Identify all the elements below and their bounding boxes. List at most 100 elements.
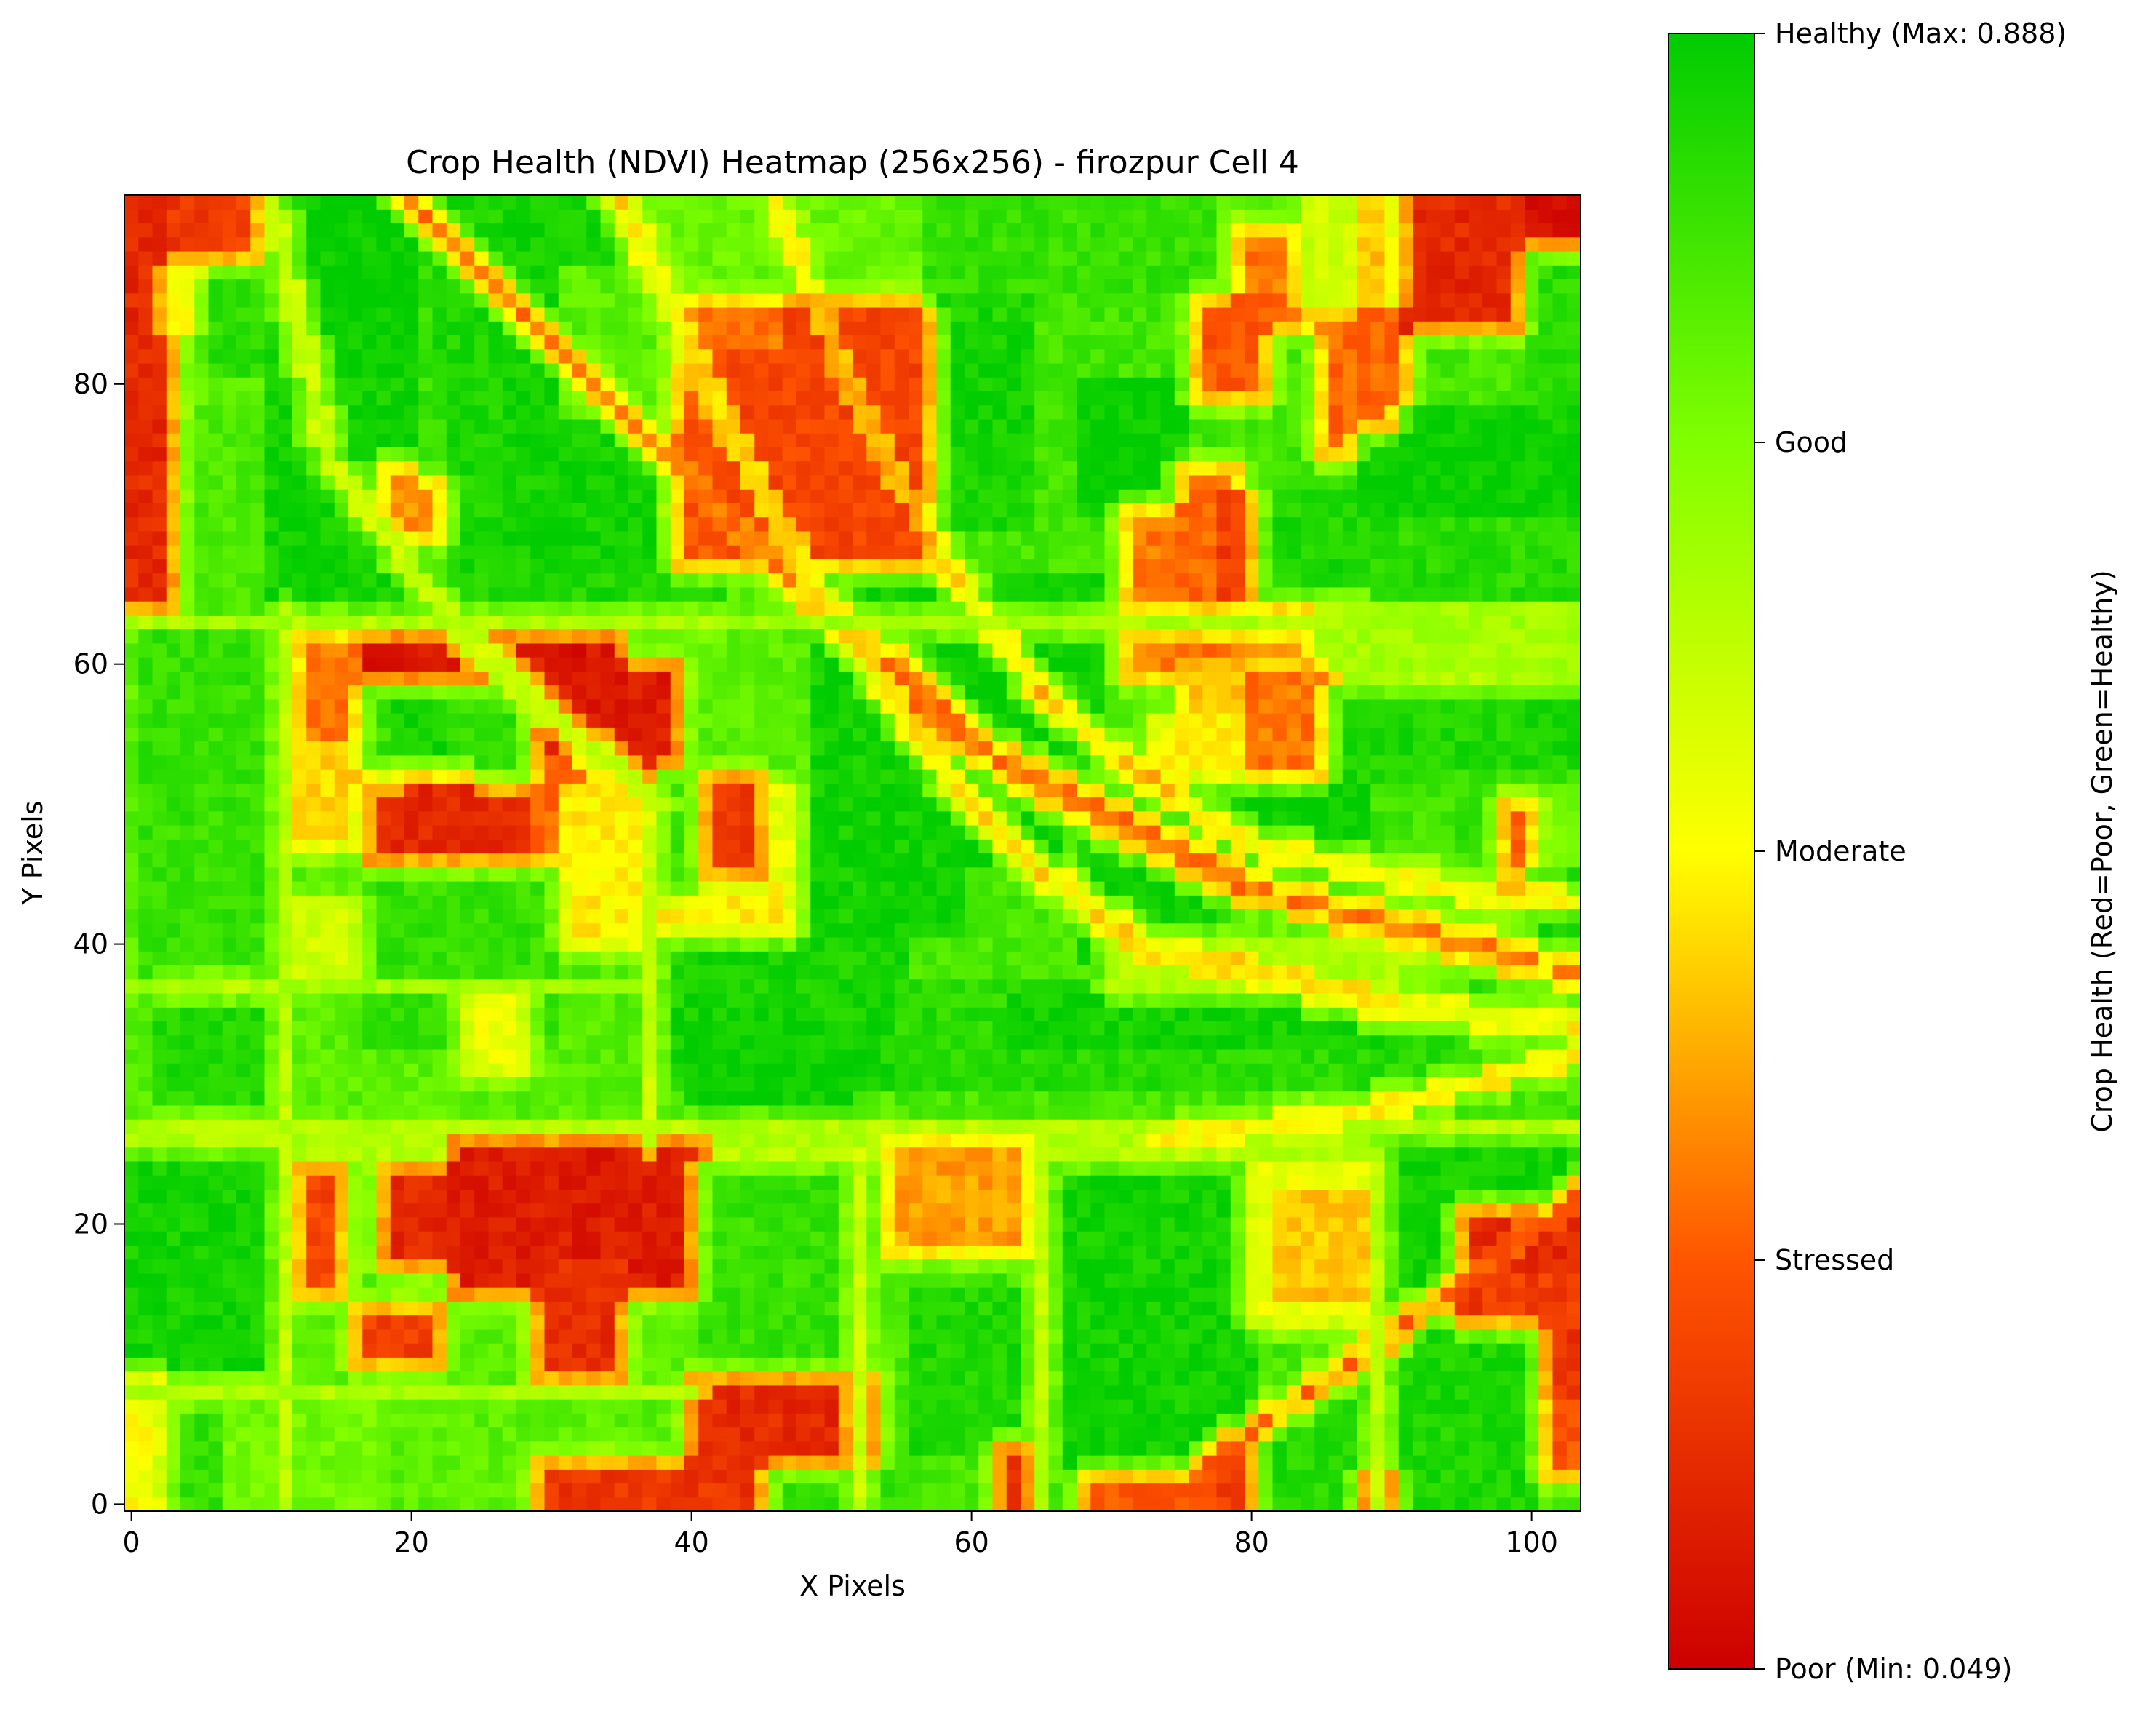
- heatmap-cell: [334, 1119, 349, 1134]
- heatmap-cell: [614, 965, 629, 980]
- heatmap-cell: [1189, 1483, 1203, 1498]
- heatmap-cell: [740, 895, 755, 910]
- heatmap-cell: [320, 1021, 335, 1036]
- heatmap-cell: [194, 923, 209, 938]
- heatmap-cell: [488, 1160, 503, 1176]
- heatmap-cell: [1189, 853, 1203, 868]
- heatmap-cell: [754, 1160, 770, 1176]
- heatmap-cell: [1202, 1483, 1218, 1498]
- heatmap-cell: [754, 1175, 770, 1190]
- heatmap-cell: [1160, 1287, 1175, 1302]
- heatmap-cell: [1384, 1203, 1400, 1218]
- heatmap-cell: [838, 1104, 853, 1120]
- heatmap-cell: [208, 1091, 223, 1106]
- heatmap-cell: [418, 1343, 434, 1358]
- heatmap-cell: [712, 1175, 727, 1190]
- heatmap-cell: [1469, 1343, 1483, 1358]
- heatmap-cell: [1245, 923, 1259, 938]
- heatmap-cell: [712, 1063, 727, 1078]
- heatmap-cell: [376, 895, 391, 910]
- heatmap-cell: [488, 1147, 503, 1162]
- heatmap-cell: [1021, 1427, 1035, 1442]
- heatmap-cell: [586, 1385, 602, 1400]
- heatmap-cell: [1398, 1245, 1413, 1260]
- heatmap-cell: [488, 1441, 503, 1456]
- heatmap-cell: [208, 1385, 223, 1400]
- heatmap-cell: [600, 992, 615, 1008]
- heatmap-cell: [600, 1399, 615, 1414]
- heatmap-cell: [1342, 1315, 1357, 1330]
- heatmap-cell: [1006, 1133, 1021, 1148]
- heatmap-cell: [1216, 1231, 1231, 1246]
- heatmap-cell: [1566, 880, 1581, 896]
- heatmap-cell: [1496, 1189, 1512, 1204]
- heatmap-cell: [768, 1315, 783, 1330]
- heatmap-cell: [390, 1231, 405, 1246]
- heatmap-cell: [1538, 1469, 1554, 1484]
- heatmap-cell: [180, 839, 195, 854]
- heatmap-cell: [572, 1147, 587, 1162]
- heatmap-cell: [502, 923, 517, 938]
- heatmap-cell: [460, 979, 475, 994]
- heatmap-cell: [1090, 1007, 1106, 1022]
- heatmap-cell: [1413, 853, 1427, 868]
- heatmap-cell: [726, 1287, 741, 1302]
- heatmap-cell: [1342, 1328, 1357, 1344]
- heatmap-cell: [250, 1021, 265, 1036]
- heatmap-cell: [1482, 1259, 1498, 1274]
- heatmap-cell: [698, 1483, 714, 1498]
- heatmap-cell: [810, 1119, 826, 1134]
- heatmap-cell: [810, 1216, 826, 1232]
- heatmap-cell: [1566, 1315, 1581, 1330]
- heatmap-cell: [866, 867, 882, 882]
- heatmap-cell: [796, 1048, 811, 1064]
- heatmap-cell: [222, 1343, 237, 1358]
- heatmap-cell: [1469, 1216, 1483, 1232]
- heatmap-cell: [1048, 965, 1063, 980]
- heatmap-cell: [782, 1427, 797, 1442]
- heatmap-cell: [138, 1216, 153, 1232]
- heatmap-cell: [936, 1259, 951, 1274]
- heatmap-cell: [950, 895, 965, 910]
- heatmap-cell: [474, 1287, 490, 1302]
- heatmap-cell: [754, 1216, 770, 1232]
- heatmap-cell: [698, 853, 714, 868]
- heatmap-cell: [1034, 1371, 1050, 1386]
- heatmap-cell: [1272, 979, 1287, 994]
- heatmap-cell: [1077, 853, 1091, 868]
- heatmap-cell: [404, 1091, 419, 1106]
- heatmap-cell: [782, 1272, 797, 1288]
- heatmap-cell: [544, 1077, 559, 1092]
- heatmap-cell: [1272, 1048, 1287, 1064]
- heatmap-cell: [264, 1091, 279, 1106]
- heatmap-cell: [1160, 1427, 1175, 1442]
- heatmap-cell: [1077, 923, 1091, 938]
- heatmap-cell: [1454, 936, 1469, 952]
- heatmap-cell: [306, 1259, 322, 1274]
- heatmap-cell: [558, 1343, 573, 1358]
- heatmap-cell: [1286, 1007, 1301, 1022]
- heatmap-cell: [909, 1133, 923, 1148]
- heatmap-cell: [992, 992, 1007, 1008]
- heatmap-cell: [1006, 1497, 1021, 1512]
- heatmap-cell: [880, 965, 895, 980]
- heatmap-cell: [404, 853, 419, 868]
- heatmap-cell: [768, 1245, 783, 1260]
- heatmap-cell: [1062, 839, 1077, 854]
- heatmap-cell: [1496, 1357, 1512, 1372]
- heatmap-cell: [1189, 1104, 1203, 1120]
- heatmap-cell: [978, 880, 994, 896]
- heatmap-cell: [1189, 1147, 1203, 1162]
- heatmap-cell: [965, 992, 979, 1008]
- heatmap-cell: [1062, 1301, 1077, 1316]
- heatmap-cell: [1077, 1203, 1091, 1218]
- heatmap-cell: [1272, 1147, 1287, 1162]
- heatmap-cell: [166, 1203, 181, 1218]
- heatmap-cell: [1090, 867, 1106, 882]
- heatmap-cell: [1286, 1385, 1301, 1400]
- heatmap-cell: [306, 979, 322, 994]
- heatmap-cell: [880, 1147, 895, 1162]
- heatmap-cell: [1469, 1160, 1483, 1176]
- heatmap-cell: [740, 1133, 755, 1148]
- heatmap-cell: [726, 1175, 741, 1190]
